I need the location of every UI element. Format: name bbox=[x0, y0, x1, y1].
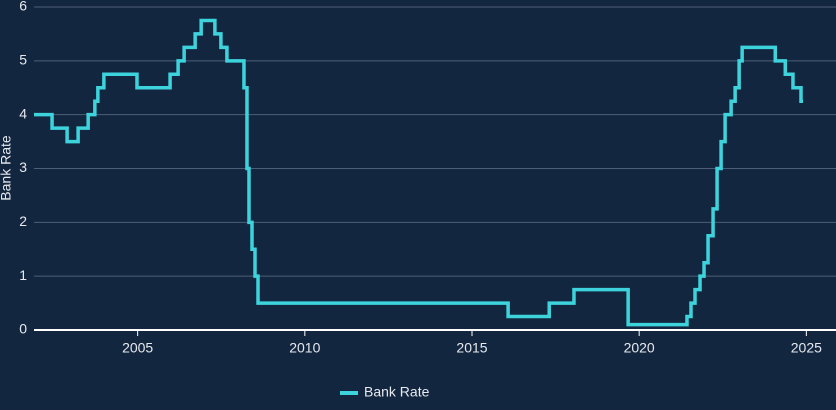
x-tick-label: 2010 bbox=[289, 340, 320, 356]
y-tick-label: 4 bbox=[19, 105, 27, 121]
y-tick-label: 1 bbox=[19, 267, 27, 283]
x-tick-label: 2015 bbox=[456, 340, 487, 356]
y-tick-label: 6 bbox=[19, 0, 27, 14]
y-axis-label: Bank Rate bbox=[0, 135, 14, 201]
y-tick-label: 0 bbox=[19, 321, 27, 337]
y-tick-label: 2 bbox=[19, 213, 27, 229]
y-tick-label: 3 bbox=[19, 159, 27, 175]
line bbox=[34, 18, 803, 327]
y-tick-label: 5 bbox=[19, 52, 27, 68]
x-tick-label: 2005 bbox=[122, 340, 153, 356]
x-tick-label: 2020 bbox=[624, 340, 655, 356]
legend-label: Bank Rate bbox=[364, 384, 430, 400]
x-tick-label: 2025 bbox=[791, 340, 822, 356]
